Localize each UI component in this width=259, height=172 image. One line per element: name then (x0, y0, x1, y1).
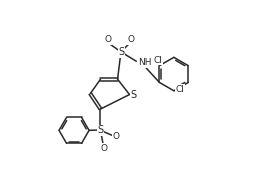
Text: O: O (100, 144, 107, 153)
Text: NH: NH (138, 58, 151, 67)
Text: O: O (113, 132, 120, 141)
Text: S: S (131, 90, 137, 100)
Text: S: S (98, 125, 104, 135)
Text: Cl: Cl (175, 85, 184, 94)
Text: Cl: Cl (153, 56, 162, 65)
Text: O: O (104, 35, 112, 44)
Text: S: S (118, 47, 124, 57)
Text: O: O (127, 35, 134, 44)
